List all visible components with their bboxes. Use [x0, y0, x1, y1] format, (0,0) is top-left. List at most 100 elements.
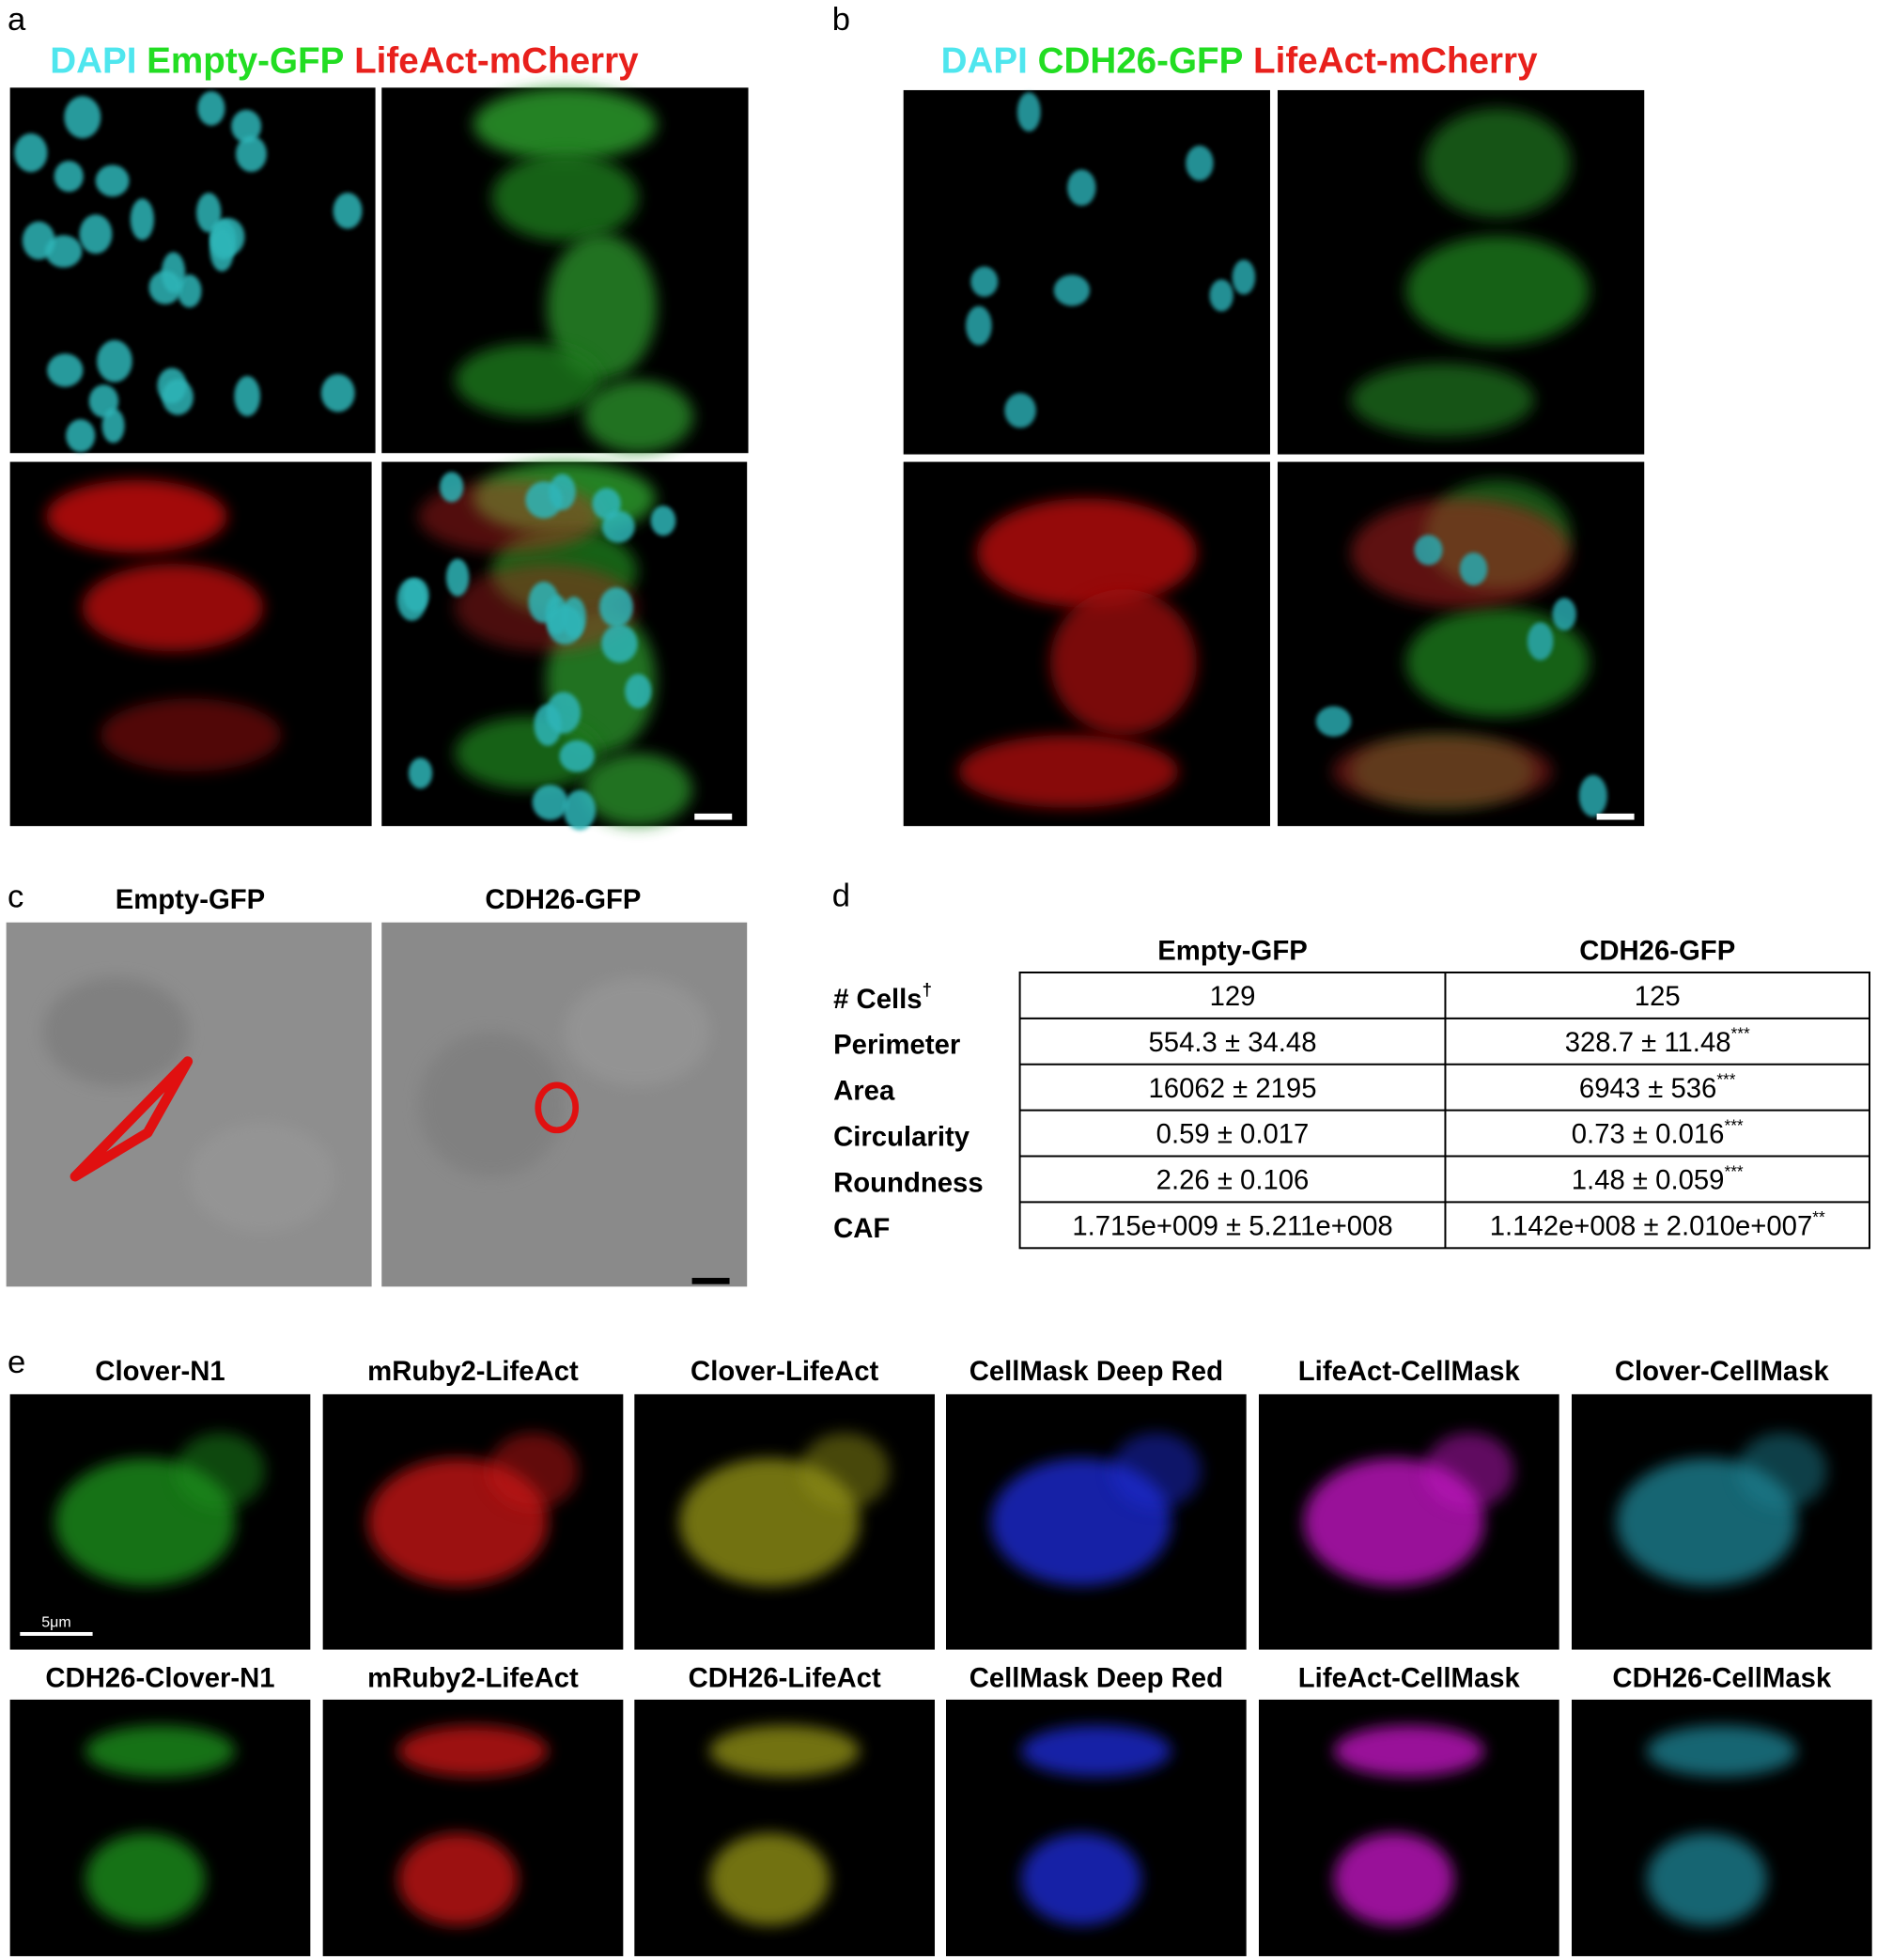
panel-label: e: [8, 1345, 25, 1380]
nucleus: [54, 161, 84, 193]
nucleus: [440, 472, 464, 503]
nucleus: [1067, 169, 1096, 207]
nucleus: [1016, 92, 1041, 132]
nucleus: [396, 578, 427, 621]
cell: [1405, 235, 1590, 346]
cell: [709, 1832, 830, 1926]
cell-text: 1.715e+009 ± 5.211e+008: [1072, 1211, 1392, 1242]
row-label: # Cells†: [833, 979, 932, 1014]
micrograph: [9, 1393, 311, 1650]
cell-text: 0.73 ± 0.016: [1572, 1119, 1725, 1150]
image-title: CellMask Deep Red: [970, 1356, 1223, 1387]
superscript: ***: [1716, 1070, 1735, 1089]
cell: [473, 87, 657, 162]
row-label: CAF: [833, 1213, 890, 1244]
cell: [488, 1432, 579, 1510]
cell: [1423, 1432, 1514, 1510]
nucleus: [209, 228, 234, 272]
cell-text: 16062 ± 2195: [1149, 1073, 1317, 1104]
cell: [1049, 589, 1197, 736]
nucleus: [148, 271, 182, 304]
row-label-text: Circularity: [833, 1121, 970, 1152]
image-title: mRuby2-LifeAct: [367, 1663, 579, 1694]
superscript: ***: [1724, 1161, 1743, 1180]
cell: [582, 380, 693, 454]
cell-text: 125: [1635, 981, 1681, 1012]
superscript: ***: [1731, 1024, 1750, 1043]
row-label-text: Perimeter: [833, 1030, 960, 1061]
table-cell: 1.142e+008 ± 2.010e+007**: [1490, 1207, 1825, 1241]
row-label: Perimeter: [833, 1030, 960, 1061]
panel-title: DAPI CDH26-GFP LifeAct-mCherry: [941, 40, 1538, 81]
scale-bar: [20, 1631, 93, 1636]
nucleus: [1053, 274, 1091, 306]
cell: [564, 976, 711, 1087]
panel-label: c: [8, 879, 23, 915]
nucleus: [47, 353, 84, 387]
cell: [455, 343, 602, 417]
table-cell: 125: [1635, 981, 1681, 1012]
nucleus: [64, 96, 101, 139]
table-cell: 328.7 ± 11.48***: [1565, 1024, 1750, 1058]
title-part: LifeAct-mCherry: [1253, 40, 1538, 81]
superscript: †: [923, 979, 932, 999]
micrograph: [634, 1699, 936, 1956]
image-title: CellMask Deep Red: [970, 1663, 1223, 1694]
image-title: Clover-CellMask: [1615, 1356, 1830, 1387]
nucleus: [234, 376, 261, 417]
cell: [46, 479, 227, 553]
table-cell: 0.59 ± 0.017: [1156, 1119, 1310, 1150]
nucleus: [95, 164, 130, 197]
nucleus: [601, 510, 635, 543]
image-title: CDH26-CellMask: [1612, 1663, 1832, 1694]
cell: [42, 976, 190, 1087]
title-part: DAPI: [941, 40, 1028, 81]
nucleus: [22, 221, 55, 260]
cell: [455, 716, 601, 790]
cell: [799, 1432, 891, 1510]
table-cell: 554.3 ± 34.48: [1149, 1027, 1317, 1058]
image-bg: [6, 922, 372, 1287]
image-title: Clover-LifeAct: [690, 1356, 878, 1387]
panel-label: b: [832, 2, 850, 38]
nucleus: [235, 135, 267, 173]
cell-text: 6943 ± 536: [1579, 1073, 1716, 1104]
nucleus: [130, 198, 155, 241]
cell-text: 1.48 ± 0.059: [1572, 1165, 1725, 1196]
cell: [85, 1725, 236, 1777]
micrograph: [903, 89, 1270, 455]
nucleus: [1552, 598, 1576, 631]
cell: [1020, 1725, 1171, 1777]
cell: [1333, 1832, 1454, 1926]
nucleus: [525, 481, 563, 519]
table-cell: 1.715e+009 ± 5.211e+008: [1072, 1211, 1392, 1242]
outline: [535, 1081, 580, 1134]
nucleus: [970, 266, 999, 297]
table-cell: 1.48 ± 0.059***: [1572, 1161, 1744, 1195]
title-part: CDH26-GFP: [1038, 40, 1244, 81]
micrograph: [381, 922, 748, 1287]
nucleus: [598, 586, 633, 628]
superscript: **: [1812, 1207, 1825, 1226]
nucleus: [1459, 552, 1488, 586]
cell: [976, 498, 1197, 608]
micrograph: [945, 1393, 1247, 1650]
micrograph: [381, 87, 749, 454]
column-header: CDH26-GFP: [1579, 936, 1735, 967]
nucleus: [14, 132, 48, 173]
nucleus: [197, 90, 225, 126]
table-cell: 129: [1210, 981, 1256, 1012]
image-title: mRuby2-LifeAct: [367, 1356, 579, 1387]
micrograph: [9, 461, 372, 827]
nucleus: [445, 558, 470, 597]
image-title: LifeAct-CellMask: [1298, 1356, 1521, 1387]
nucleus: [564, 789, 597, 831]
panel-label: d: [832, 878, 850, 913]
micrograph: [1571, 1393, 1872, 1650]
row-label-text: CAF: [833, 1213, 890, 1244]
cell: [85, 1832, 206, 1926]
micrograph: [1258, 1393, 1559, 1650]
table-cell: 6943 ± 536***: [1579, 1070, 1736, 1104]
nucleus: [1315, 706, 1352, 738]
image-title: CDH26-GFP: [485, 884, 641, 915]
